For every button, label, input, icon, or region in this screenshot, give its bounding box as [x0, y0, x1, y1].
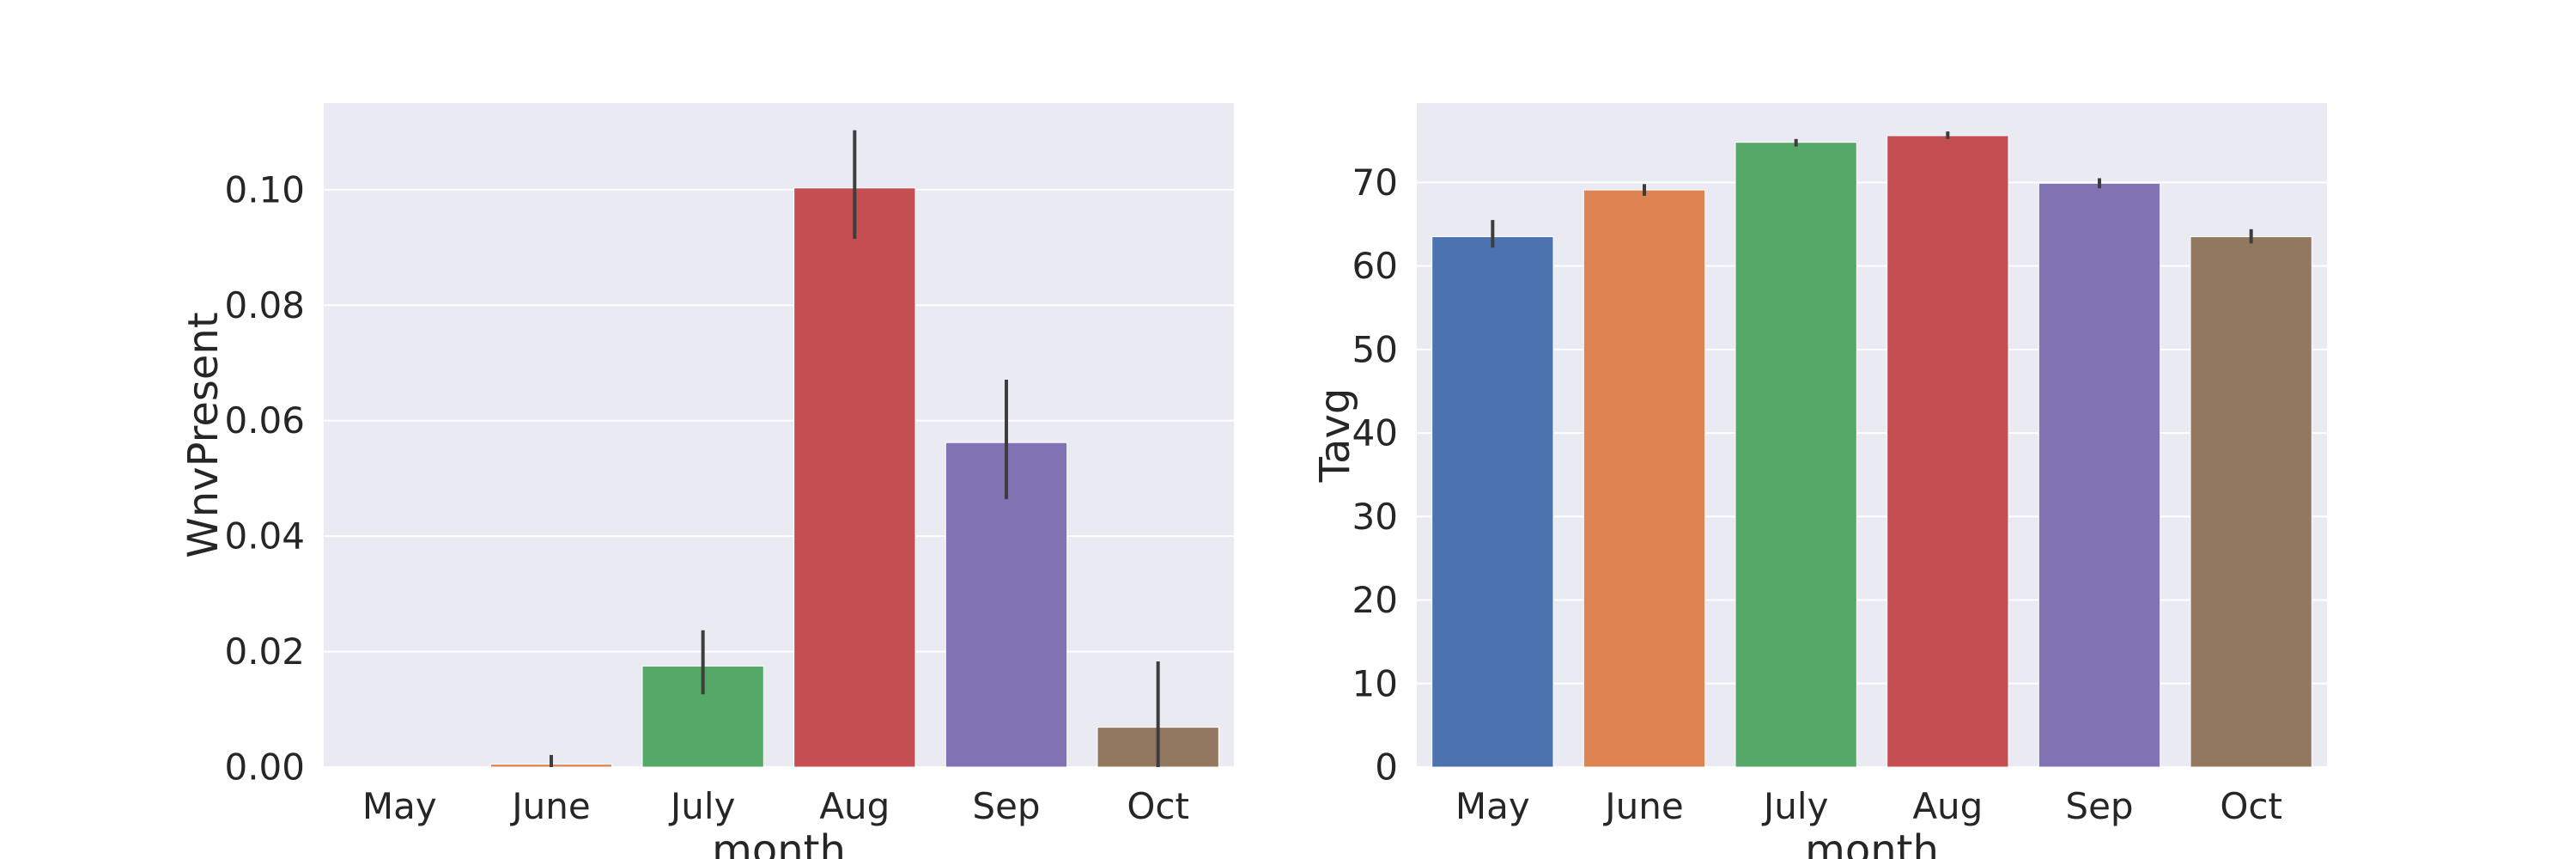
- y-tick-label: 0.08: [224, 284, 305, 326]
- y-tick-label: 0.02: [224, 631, 305, 673]
- y-tick-label: 0.10: [224, 168, 305, 210]
- y-tick-label: 70: [1352, 161, 1398, 204]
- bar-july: [1735, 142, 1857, 768]
- x-tick-label: Sep: [2065, 785, 2133, 827]
- y-tick-label: 0: [1375, 746, 1398, 789]
- x-tick-label: Oct: [2220, 785, 2282, 827]
- x-tick-label: July: [1761, 785, 1829, 827]
- y-tick-label: 20: [1352, 579, 1398, 621]
- bar-sep: [2038, 182, 2161, 768]
- y-tick-label: 50: [1352, 328, 1398, 370]
- x-axis-label: month: [712, 826, 846, 859]
- y-tick-label: 30: [1352, 496, 1398, 538]
- x-tick-label: May: [1455, 785, 1530, 827]
- x-tick-label: July: [668, 785, 736, 827]
- bar-may: [1431, 236, 1554, 768]
- bar-aug: [793, 187, 916, 768]
- x-tick-label: Sep: [972, 785, 1040, 827]
- y-tick-label: 40: [1352, 412, 1398, 454]
- bar-june: [1583, 189, 1706, 768]
- x-tick-label: May: [362, 785, 437, 827]
- y-tick-label: 0.00: [224, 746, 305, 789]
- chart-wnvpresent-by-month: 0.00 0.02 0.04 0.06 0.08 0.10 May June July Aug Se…: [179, 103, 1234, 859]
- bar-oct: [2190, 236, 2312, 768]
- plot-area: [1417, 103, 2327, 767]
- x-tick-label: June: [1602, 785, 1683, 827]
- x-tick-label: Oct: [1127, 785, 1189, 827]
- y-axis-label: WnvPresent: [179, 312, 228, 557]
- y-tick-label: 60: [1352, 245, 1398, 287]
- bar-aug: [1886, 135, 2009, 768]
- chart-tavg-by-month: 0 10 20 30 40 50 60 70 May June July Aug Sep Oct month…: [1311, 103, 2327, 859]
- y-axis-label: Tavg: [1311, 388, 1359, 484]
- y-tick-label: 0.04: [224, 515, 305, 557]
- x-axis-label: month: [1805, 826, 1939, 859]
- plot-area: [324, 103, 1234, 767]
- x-tick-label: Aug: [1912, 785, 1983, 827]
- y-tick-label: 0.06: [224, 399, 305, 442]
- y-tick-label: 10: [1352, 662, 1398, 704]
- x-tick-label: June: [509, 785, 590, 827]
- x-tick-label: Aug: [819, 785, 890, 827]
